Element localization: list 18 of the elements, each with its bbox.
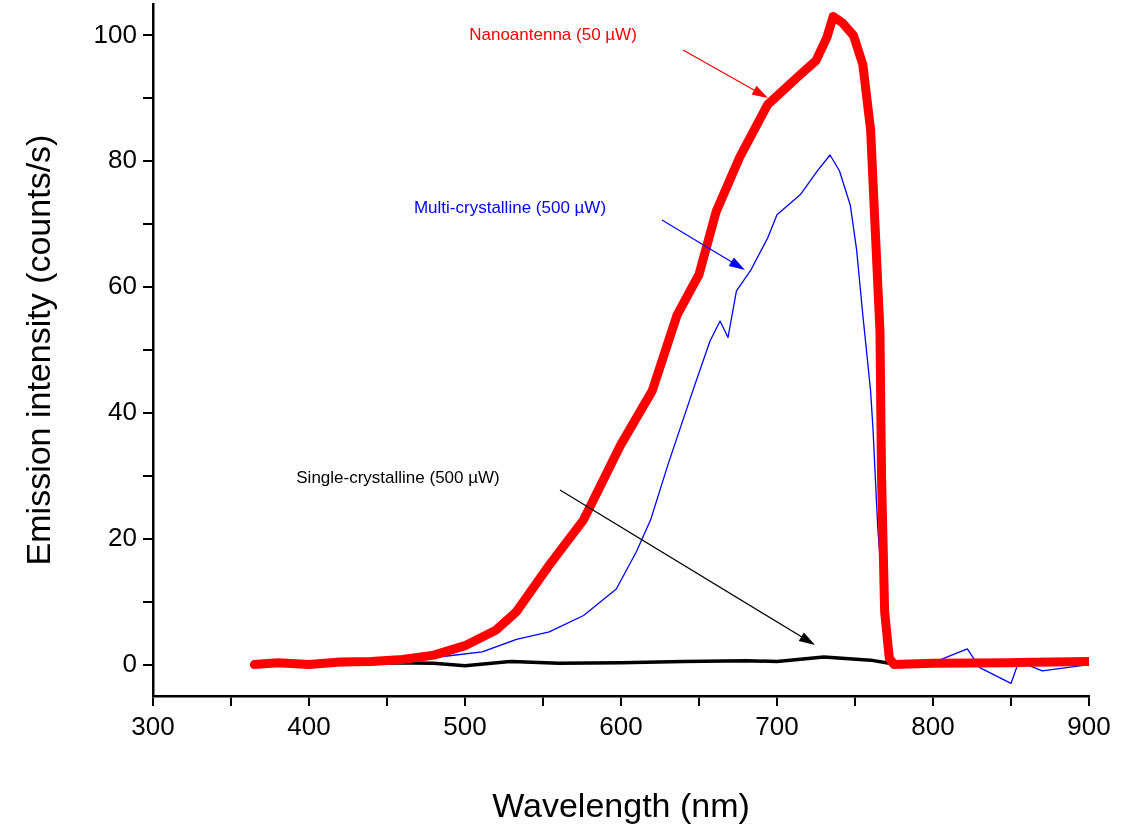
x-tick-label: 400 — [287, 710, 331, 741]
x-tick-label: 700 — [755, 710, 799, 741]
y-tick-label: 20 — [108, 521, 137, 552]
y-tick-label: 0 — [122, 647, 137, 678]
annotation: Single-crystalline (500 µW) — [296, 467, 500, 487]
annotation: Multi-crystalline (500 µW) — [413, 197, 607, 217]
x-tick-label: 800 — [911, 710, 955, 741]
x-tick-label: 900 — [1067, 710, 1111, 741]
x-tick-label: 300 — [131, 710, 175, 741]
y-tick-label: 100 — [93, 18, 137, 49]
y-tick-label: 80 — [108, 144, 137, 175]
x-axis-title: Wavelength (nm) — [492, 785, 750, 824]
annotation: Nanoantenna (50 µW) — [469, 24, 637, 44]
x-tick-label: 600 — [599, 710, 643, 741]
y-tick-label: 40 — [108, 396, 137, 427]
y-tick-label: 60 — [108, 270, 137, 301]
y-axis-title: Emission intensity (counts/s) — [18, 134, 57, 566]
x-tick-label: 500 — [443, 710, 487, 741]
